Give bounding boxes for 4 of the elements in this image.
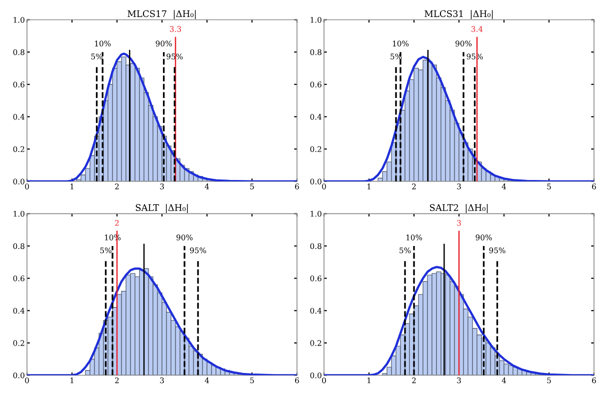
chart-title: MLCS17 |ΔH₀| [128,10,196,20]
chart-title: MLCS31 |ΔH₀| [424,10,493,20]
chart-title: SALT2 |ΔH₀| [430,204,488,214]
chart-title: SALT |ΔH₀| [136,204,188,214]
